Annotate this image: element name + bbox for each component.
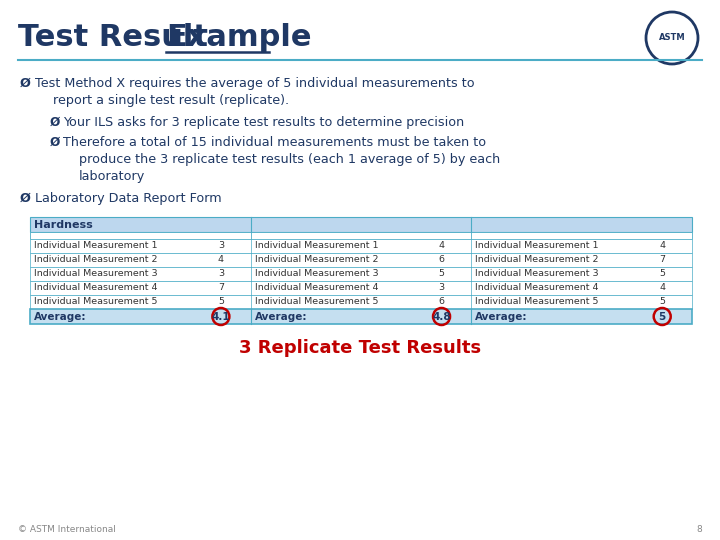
Text: Ø: Ø <box>50 136 60 149</box>
FancyBboxPatch shape <box>30 239 692 253</box>
FancyBboxPatch shape <box>30 295 692 309</box>
Text: Individual Measurement 2: Individual Measurement 2 <box>255 255 378 265</box>
Text: Hardness: Hardness <box>34 219 93 230</box>
Text: Therefore a total of 15 individual measurements must be taken to: Therefore a total of 15 individual measu… <box>63 136 486 149</box>
Text: Ø: Ø <box>20 77 31 90</box>
Text: 4: 4 <box>438 241 444 251</box>
Text: 3: 3 <box>218 269 224 279</box>
Text: Laboratory Data Report Form: Laboratory Data Report Form <box>35 192 222 205</box>
Text: Individual Measurement 4: Individual Measurement 4 <box>475 284 599 293</box>
Text: 7: 7 <box>218 284 224 293</box>
Text: Test Method X requires the average of 5 individual measurements to: Test Method X requires the average of 5 … <box>35 77 474 90</box>
Text: Individual Measurement 5: Individual Measurement 5 <box>475 298 599 307</box>
Text: Test Result: Test Result <box>18 24 219 52</box>
FancyBboxPatch shape <box>30 267 692 281</box>
Text: Ø: Ø <box>50 116 60 129</box>
Text: Average:: Average: <box>34 312 86 321</box>
Text: 4.8: 4.8 <box>432 312 451 321</box>
Text: 8: 8 <box>696 525 702 534</box>
FancyBboxPatch shape <box>30 309 692 324</box>
FancyBboxPatch shape <box>30 253 692 267</box>
Text: laboratory: laboratory <box>79 170 145 183</box>
Text: Individual Measurement 1: Individual Measurement 1 <box>255 241 378 251</box>
Text: 3: 3 <box>218 241 224 251</box>
Text: Individual Measurement 3: Individual Measurement 3 <box>34 269 158 279</box>
Text: 5: 5 <box>438 269 444 279</box>
Text: 5: 5 <box>660 269 665 279</box>
FancyBboxPatch shape <box>30 232 692 239</box>
Text: Individual Measurement 2: Individual Measurement 2 <box>34 255 158 265</box>
Text: Individual Measurement 1: Individual Measurement 1 <box>475 241 599 251</box>
Text: Individual Measurement 2: Individual Measurement 2 <box>475 255 599 265</box>
Text: 3 Replicate Test Results: 3 Replicate Test Results <box>239 339 481 357</box>
Text: 7: 7 <box>660 255 665 265</box>
Text: Individual Measurement 3: Individual Measurement 3 <box>475 269 599 279</box>
Text: 4: 4 <box>660 284 665 293</box>
Text: 4.1: 4.1 <box>212 312 230 321</box>
Text: Individual Measurement 1: Individual Measurement 1 <box>34 241 158 251</box>
Text: report a single test result (replicate).: report a single test result (replicate). <box>53 94 289 107</box>
Text: 6: 6 <box>438 298 444 307</box>
Text: produce the 3 replicate test results (each 1 average of 5) by each: produce the 3 replicate test results (ea… <box>79 153 500 166</box>
Text: Average:: Average: <box>475 312 528 321</box>
FancyBboxPatch shape <box>30 281 692 295</box>
Text: Individual Measurement 5: Individual Measurement 5 <box>34 298 158 307</box>
Text: Example: Example <box>166 24 312 52</box>
Text: Average:: Average: <box>255 312 307 321</box>
FancyBboxPatch shape <box>30 217 692 232</box>
Text: Ø: Ø <box>20 192 31 205</box>
Text: Individual Measurement 3: Individual Measurement 3 <box>255 269 378 279</box>
Text: ASTM: ASTM <box>659 33 685 43</box>
Text: 6: 6 <box>438 255 444 265</box>
Text: Individual Measurement 5: Individual Measurement 5 <box>255 298 378 307</box>
Text: 4: 4 <box>218 255 224 265</box>
Text: 5: 5 <box>218 298 224 307</box>
Text: Your ILS asks for 3 replicate test results to determine precision: Your ILS asks for 3 replicate test resul… <box>63 116 464 129</box>
Text: Individual Measurement 4: Individual Measurement 4 <box>255 284 378 293</box>
Text: 4: 4 <box>660 241 665 251</box>
Text: 5: 5 <box>660 298 665 307</box>
Text: 5: 5 <box>659 312 666 321</box>
Text: © ASTM International: © ASTM International <box>18 525 116 534</box>
Text: Individual Measurement 4: Individual Measurement 4 <box>34 284 158 293</box>
Text: 3: 3 <box>438 284 445 293</box>
